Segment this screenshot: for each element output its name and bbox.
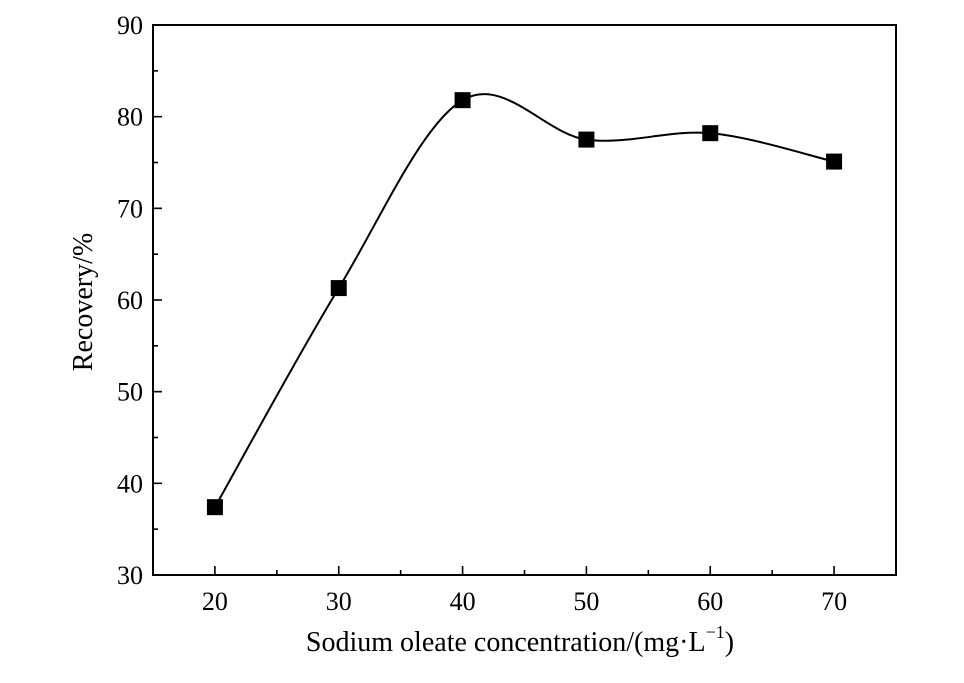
x-axis-title-superscript: −1 <box>706 622 725 642</box>
data-point-60 <box>702 125 719 142</box>
x-tick-label-40: 40 <box>450 587 476 616</box>
x-axis-title: Sodium oleate concentration/(mg·L−1) <box>306 622 734 658</box>
axes: 30 40 50 60 70 80 90 20 30 40 50 60 70 <box>117 11 897 616</box>
x-tick-label-50: 50 <box>573 587 599 616</box>
data-point-70 <box>826 153 843 170</box>
y-tick-label-80: 80 <box>117 103 143 132</box>
y-tick-label-40: 40 <box>117 469 143 498</box>
x-tick-label-30: 30 <box>326 587 352 616</box>
series-line <box>214 93 835 508</box>
plot-frame <box>152 24 897 576</box>
y-tick-label-70: 70 <box>117 194 143 223</box>
y-tick-label-30: 30 <box>117 561 143 590</box>
y-tick-label-60: 60 <box>117 286 143 315</box>
x-axis-title-main: Sodium oleate concentration/(mg·L <box>306 627 706 658</box>
plot-area <box>206 92 843 516</box>
x-axis-title-tail: ) <box>725 627 734 658</box>
data-point-30 <box>330 280 347 297</box>
y-axis-title: Recovery/% <box>68 233 99 371</box>
data-point-40 <box>454 92 471 109</box>
y-tick-label-90: 90 <box>117 11 143 40</box>
y-tick-label-50: 50 <box>117 378 143 407</box>
x-tick-label-70: 70 <box>821 587 847 616</box>
x-tick-label-60: 60 <box>697 587 723 616</box>
x-tick-label-20: 20 <box>202 587 228 616</box>
data-point-20 <box>206 499 223 516</box>
data-point-50 <box>578 131 595 148</box>
